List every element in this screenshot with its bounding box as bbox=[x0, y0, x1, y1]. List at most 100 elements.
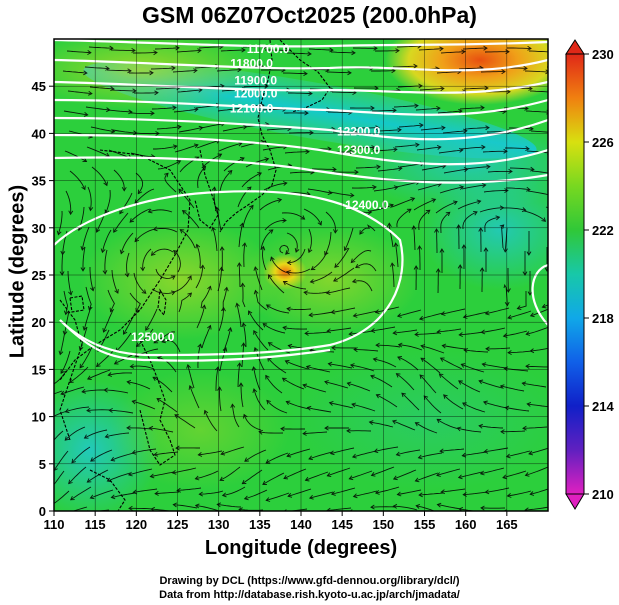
streamline bbox=[120, 232, 134, 254]
streamline bbox=[153, 145, 177, 150]
streamline-arrowhead bbox=[324, 425, 329, 431]
streamline-arrowhead bbox=[507, 314, 513, 320]
streamline bbox=[150, 67, 176, 70]
streamline bbox=[179, 229, 196, 249]
streamline bbox=[303, 208, 322, 226]
streamline bbox=[189, 385, 200, 409]
streamline bbox=[354, 349, 379, 352]
streamline bbox=[134, 228, 156, 242]
streamline-arrowhead bbox=[89, 286, 95, 292]
streamline-arrowhead bbox=[241, 342, 246, 347]
streamline bbox=[101, 229, 112, 253]
streamline bbox=[260, 229, 274, 251]
streamline-arrowhead bbox=[523, 65, 528, 71]
streamline bbox=[419, 492, 444, 496]
colorbar-ticks: 210 214 218 222 226 230 bbox=[584, 47, 614, 502]
streamline bbox=[525, 506, 548, 511]
streamline-arrowhead bbox=[82, 325, 88, 331]
streamline-arrowhead bbox=[287, 343, 293, 349]
streamline-arrowhead bbox=[145, 326, 150, 331]
streamline-arrowhead bbox=[479, 267, 485, 272]
dcl-credit: Drawing by DCL (https://www.gfd-dennou.o… bbox=[159, 575, 460, 587]
streamline-arrowhead bbox=[502, 333, 508, 339]
streamline bbox=[69, 366, 89, 383]
streamline-arrowhead bbox=[207, 285, 212, 291]
streamline-arrowhead bbox=[181, 210, 187, 215]
streamline bbox=[261, 513, 285, 514]
streamline-arrowhead bbox=[392, 475, 398, 481]
streamline-arrowhead bbox=[327, 361, 333, 367]
streamline bbox=[71, 446, 91, 464]
streamline-arrowhead bbox=[506, 493, 512, 498]
streamline-arrowhead bbox=[261, 512, 265, 516]
streamline-arrowhead bbox=[390, 262, 395, 267]
streamline bbox=[478, 380, 503, 389]
streamline bbox=[286, 448, 311, 457]
streamline bbox=[152, 376, 173, 393]
streamline-arrowhead bbox=[330, 491, 336, 496]
streamline bbox=[108, 372, 133, 376]
streamline-arrowhead bbox=[236, 262, 242, 267]
streamline bbox=[311, 251, 328, 270]
streamline-arrowhead bbox=[258, 429, 263, 435]
streamline-arrowhead bbox=[87, 375, 92, 380]
streamline bbox=[153, 331, 176, 344]
streamline-arrowhead bbox=[134, 199, 139, 204]
streamline bbox=[331, 91, 356, 94]
streamline-arrowhead bbox=[308, 312, 314, 318]
streamline bbox=[482, 363, 507, 369]
streamline bbox=[504, 367, 529, 372]
streamline-arrowhead bbox=[328, 400, 334, 406]
streamline-arrowhead bbox=[268, 229, 274, 234]
streamline-arrowhead bbox=[308, 494, 314, 500]
streamline-arrowhead bbox=[443, 394, 448, 399]
streamline bbox=[479, 207, 504, 213]
streamline bbox=[517, 291, 527, 310]
streamline-arrowhead bbox=[349, 363, 355, 369]
streamline-arrowhead bbox=[396, 491, 402, 497]
streamline-arrowhead bbox=[392, 108, 397, 113]
streamline bbox=[305, 512, 329, 514]
streamline bbox=[372, 109, 397, 112]
streamline bbox=[243, 414, 262, 431]
streamline bbox=[89, 267, 94, 291]
contour-label: 12000.0 bbox=[234, 87, 278, 101]
streamline-arrowhead bbox=[393, 242, 399, 247]
streamline bbox=[82, 389, 107, 393]
streamline bbox=[244, 489, 268, 500]
streamline bbox=[106, 69, 132, 72]
streamline-arrowhead bbox=[413, 265, 419, 270]
streamline-arrowhead bbox=[375, 125, 380, 131]
streamline-arrowhead bbox=[219, 476, 225, 482]
streamline-arrowhead bbox=[110, 494, 116, 500]
streamline-arrowhead bbox=[435, 268, 441, 273]
colorbar-tick-label: 210 bbox=[592, 487, 614, 502]
streamline-arrowhead bbox=[149, 70, 154, 76]
data-source-credit: Data from http://database.rish.kyoto-u.a… bbox=[159, 589, 460, 601]
streamline bbox=[350, 249, 372, 263]
streamline bbox=[240, 383, 244, 408]
streamline-arrowhead bbox=[352, 493, 358, 499]
streamline bbox=[204, 410, 218, 432]
streamline bbox=[157, 356, 177, 373]
streamline-arrowhead bbox=[481, 144, 486, 150]
streamline-arrowhead bbox=[285, 270, 291, 275]
streamline bbox=[349, 470, 373, 480]
streamline bbox=[282, 377, 305, 390]
streamline-arrowhead bbox=[306, 405, 312, 411]
streamline-arrowhead bbox=[425, 209, 431, 215]
streamline-arrowhead bbox=[329, 450, 335, 456]
colorbar-tick-label: 214 bbox=[592, 399, 614, 414]
streamline-arrowhead bbox=[417, 454, 423, 460]
streamline-arrowhead bbox=[324, 380, 329, 385]
streamline bbox=[525, 110, 548, 113]
streamline bbox=[222, 287, 228, 312]
streamline-arrowhead bbox=[481, 362, 487, 368]
streamline bbox=[507, 490, 532, 497]
streamline bbox=[164, 172, 177, 193]
streamline-arrowhead bbox=[544, 267, 548, 272]
streamline-arrowhead bbox=[436, 502, 442, 508]
streamline bbox=[151, 248, 174, 256]
streamline bbox=[65, 190, 72, 215]
streamline bbox=[62, 70, 87, 74]
